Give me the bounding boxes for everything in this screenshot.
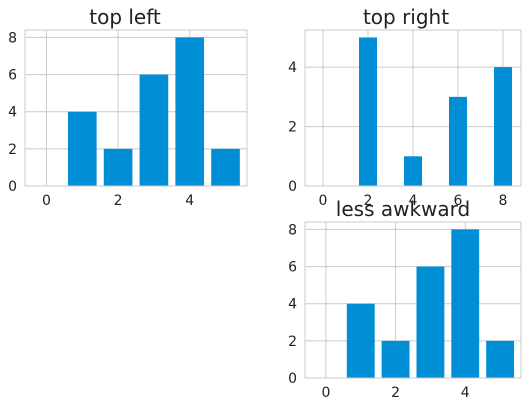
x-tick-label: 4 — [185, 193, 194, 209]
bar — [486, 340, 515, 378]
bar — [494, 67, 512, 186]
bar — [175, 37, 205, 186]
x-tick-label: 2 — [364, 193, 373, 209]
y-tick-label: 4 — [288, 297, 297, 313]
y-tick-label: 2 — [288, 334, 297, 350]
y-tick-label: 8 — [8, 30, 17, 46]
x-tick-label: 0 — [321, 385, 330, 401]
y-tick-label: 4 — [8, 105, 17, 121]
y-tick-label: 2 — [8, 142, 17, 158]
plot-frame — [304, 221, 522, 379]
x-tick-label: 2 — [391, 385, 400, 401]
y-tick-label: 0 — [8, 179, 17, 195]
x-tick-label: 4 — [461, 385, 470, 401]
y-tick-label: 2 — [288, 120, 297, 136]
y-tick-label: 4 — [288, 60, 297, 76]
bar — [359, 37, 377, 186]
x-tick-label: 0 — [42, 193, 51, 209]
chart-title: top right — [363, 5, 449, 29]
y-tick-label: 0 — [288, 371, 297, 387]
y-tick-label: 6 — [8, 68, 17, 84]
bar — [139, 74, 169, 186]
bar — [346, 303, 375, 378]
x-tick-label: 6 — [454, 193, 463, 209]
chart-title: less awkward — [336, 197, 470, 221]
bar — [67, 111, 97, 186]
bar — [211, 148, 240, 186]
plot-frame — [304, 29, 522, 187]
y-tick-label: 0 — [288, 179, 297, 195]
bar — [451, 229, 480, 378]
bar — [103, 148, 133, 186]
x-tick-label: 4 — [409, 193, 418, 209]
y-tick-label: 8 — [288, 222, 297, 238]
bar — [404, 156, 422, 186]
chart-title: top left — [89, 5, 161, 29]
y-tick-label: 6 — [288, 260, 297, 276]
subplot-top-left: top left 0 2 4 0 2 4 6 8 — [8, 5, 248, 209]
bar — [381, 340, 410, 378]
subplot-top-right: top right 0 2 4 6 8 0 2 4 — [288, 5, 522, 209]
x-tick-label: 8 — [499, 193, 508, 209]
bar — [449, 96, 467, 186]
plot-frame — [24, 29, 248, 187]
bar — [416, 266, 445, 378]
x-tick-label: 0 — [319, 193, 328, 209]
subplot-less-awkward: 0 2 4 0 2 4 6 8 less awkward — [288, 197, 522, 401]
x-tick-label: 2 — [114, 193, 123, 209]
